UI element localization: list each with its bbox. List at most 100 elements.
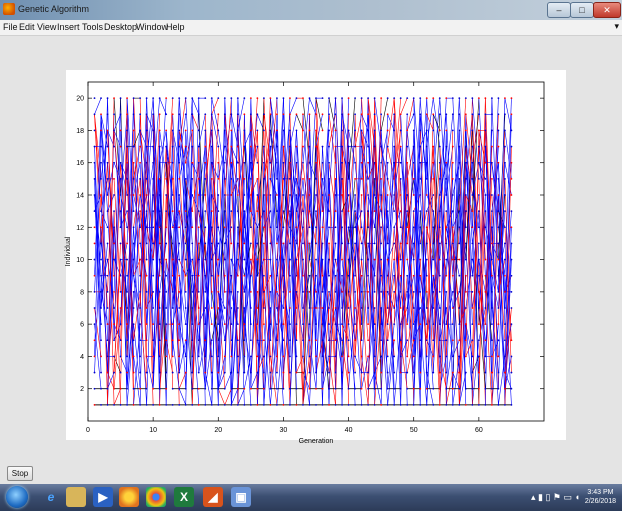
individual-marker	[373, 242, 376, 245]
individual-marker	[100, 161, 102, 164]
individual-marker	[184, 387, 187, 390]
individual-marker	[406, 258, 409, 261]
individual-marker	[223, 145, 226, 148]
individual-marker	[223, 242, 226, 245]
stop-button[interactable]: Stop	[7, 466, 33, 481]
menu-window[interactable]: Window	[136, 22, 169, 32]
genealogy-line	[224, 98, 232, 196]
y-tick-label: 4	[80, 354, 84, 361]
genealogy-line	[231, 388, 239, 405]
individual-marker	[119, 290, 122, 293]
firefox-icon[interactable]	[119, 487, 139, 507]
genealogy-line	[361, 243, 369, 373]
individual-marker	[445, 210, 448, 213]
maximize-button[interactable]: □	[570, 2, 594, 18]
individual-marker	[484, 129, 487, 132]
individual-marker	[236, 403, 239, 406]
genealogy-line	[387, 227, 395, 325]
individual-marker	[438, 113, 441, 116]
window-title-bar: Genetic Algorithm – □ ✕	[0, 0, 622, 20]
individual-marker	[406, 307, 409, 309]
menu-edit[interactable]: Edit	[19, 22, 35, 32]
clock[interactable]: 3:43 PM 2/26/2018	[585, 488, 616, 506]
system-tray-icons[interactable]: ▴ ▮ ▯ ⚑ ▭ ◖	[531, 492, 580, 502]
excel-icon[interactable]: X	[174, 487, 194, 507]
individual-marker	[386, 210, 389, 213]
individual-marker	[458, 161, 461, 164]
individual-marker	[204, 339, 207, 342]
individual-marker	[458, 307, 461, 309]
individual-marker	[282, 113, 285, 116]
individual-marker	[490, 113, 493, 116]
individual-marker	[145, 177, 148, 180]
individual-marker	[197, 371, 200, 374]
individual-marker	[119, 113, 122, 116]
genealogy-line	[393, 130, 401, 179]
genealogy-line	[328, 146, 336, 373]
individual-marker	[210, 290, 213, 293]
individual-marker	[262, 274, 265, 277]
genealogy-line	[380, 307, 388, 405]
menu-tools[interactable]: Tools	[82, 22, 104, 32]
individual-marker	[321, 97, 324, 100]
individual-marker	[497, 290, 500, 293]
individual-marker	[197, 242, 200, 245]
individual-marker	[432, 371, 435, 374]
matlab-taskbar-icon[interactable]: ◢	[203, 487, 223, 507]
toolbar-toggle-arrow-icon[interactable]: ▾	[614, 21, 619, 31]
individual-marker	[282, 355, 285, 358]
file-explorer-icon[interactable]	[66, 487, 86, 507]
individual-marker	[230, 290, 233, 293]
y-tick-label: 10	[76, 257, 84, 264]
genealogy-line	[178, 275, 187, 325]
individual-marker	[451, 371, 454, 374]
individual-marker	[282, 145, 285, 148]
individual-marker	[504, 339, 506, 342]
individual-marker	[171, 258, 174, 261]
internet-explorer-icon[interactable]: e	[47, 490, 55, 504]
genealogy-line	[439, 130, 447, 357]
individual-marker	[490, 242, 493, 245]
genealogy-line	[231, 146, 239, 196]
menu-help[interactable]: Help	[166, 22, 185, 32]
individual-marker	[432, 129, 435, 132]
individual-marker	[308, 371, 311, 374]
individual-marker	[354, 290, 356, 293]
individual-marker	[315, 161, 317, 164]
individual-marker	[276, 274, 278, 277]
individual-marker	[113, 226, 115, 229]
start-button[interactable]	[6, 486, 28, 508]
individual-marker	[256, 274, 259, 277]
individual-marker	[243, 97, 246, 100]
individual-marker	[347, 161, 350, 164]
chrome-icon[interactable]	[146, 487, 166, 507]
windows-media-player-icon[interactable]: ▶	[93, 487, 113, 507]
close-button[interactable]: ✕	[593, 2, 621, 18]
individual-marker	[497, 161, 500, 164]
individual-marker	[165, 210, 168, 213]
individual-marker	[132, 323, 135, 326]
genealogy-line	[270, 178, 278, 196]
menu-view[interactable]: View	[37, 22, 57, 32]
individual-marker	[367, 355, 370, 358]
menu-desktop[interactable]: Desktop	[104, 22, 138, 32]
individual-marker	[191, 129, 194, 132]
individual-marker	[197, 355, 200, 358]
minimize-button[interactable]: –	[547, 2, 571, 18]
individual-marker	[445, 161, 448, 164]
genealogy-line	[485, 146, 493, 325]
individual-marker	[302, 274, 304, 277]
individual-marker	[210, 145, 213, 148]
paint-icon[interactable]: ▣	[231, 487, 251, 507]
individual-marker	[217, 258, 220, 261]
individual-marker	[223, 387, 226, 390]
individual-marker	[282, 194, 285, 196]
individual-marker	[269, 177, 272, 180]
individual-marker	[354, 97, 356, 100]
menu-file[interactable]: File	[3, 22, 18, 32]
genealogy-line	[237, 114, 245, 341]
genealogy-line	[354, 194, 362, 357]
individual-marker	[360, 210, 363, 213]
individual-marker	[145, 371, 148, 374]
menu-insert[interactable]: Insert	[57, 22, 80, 32]
